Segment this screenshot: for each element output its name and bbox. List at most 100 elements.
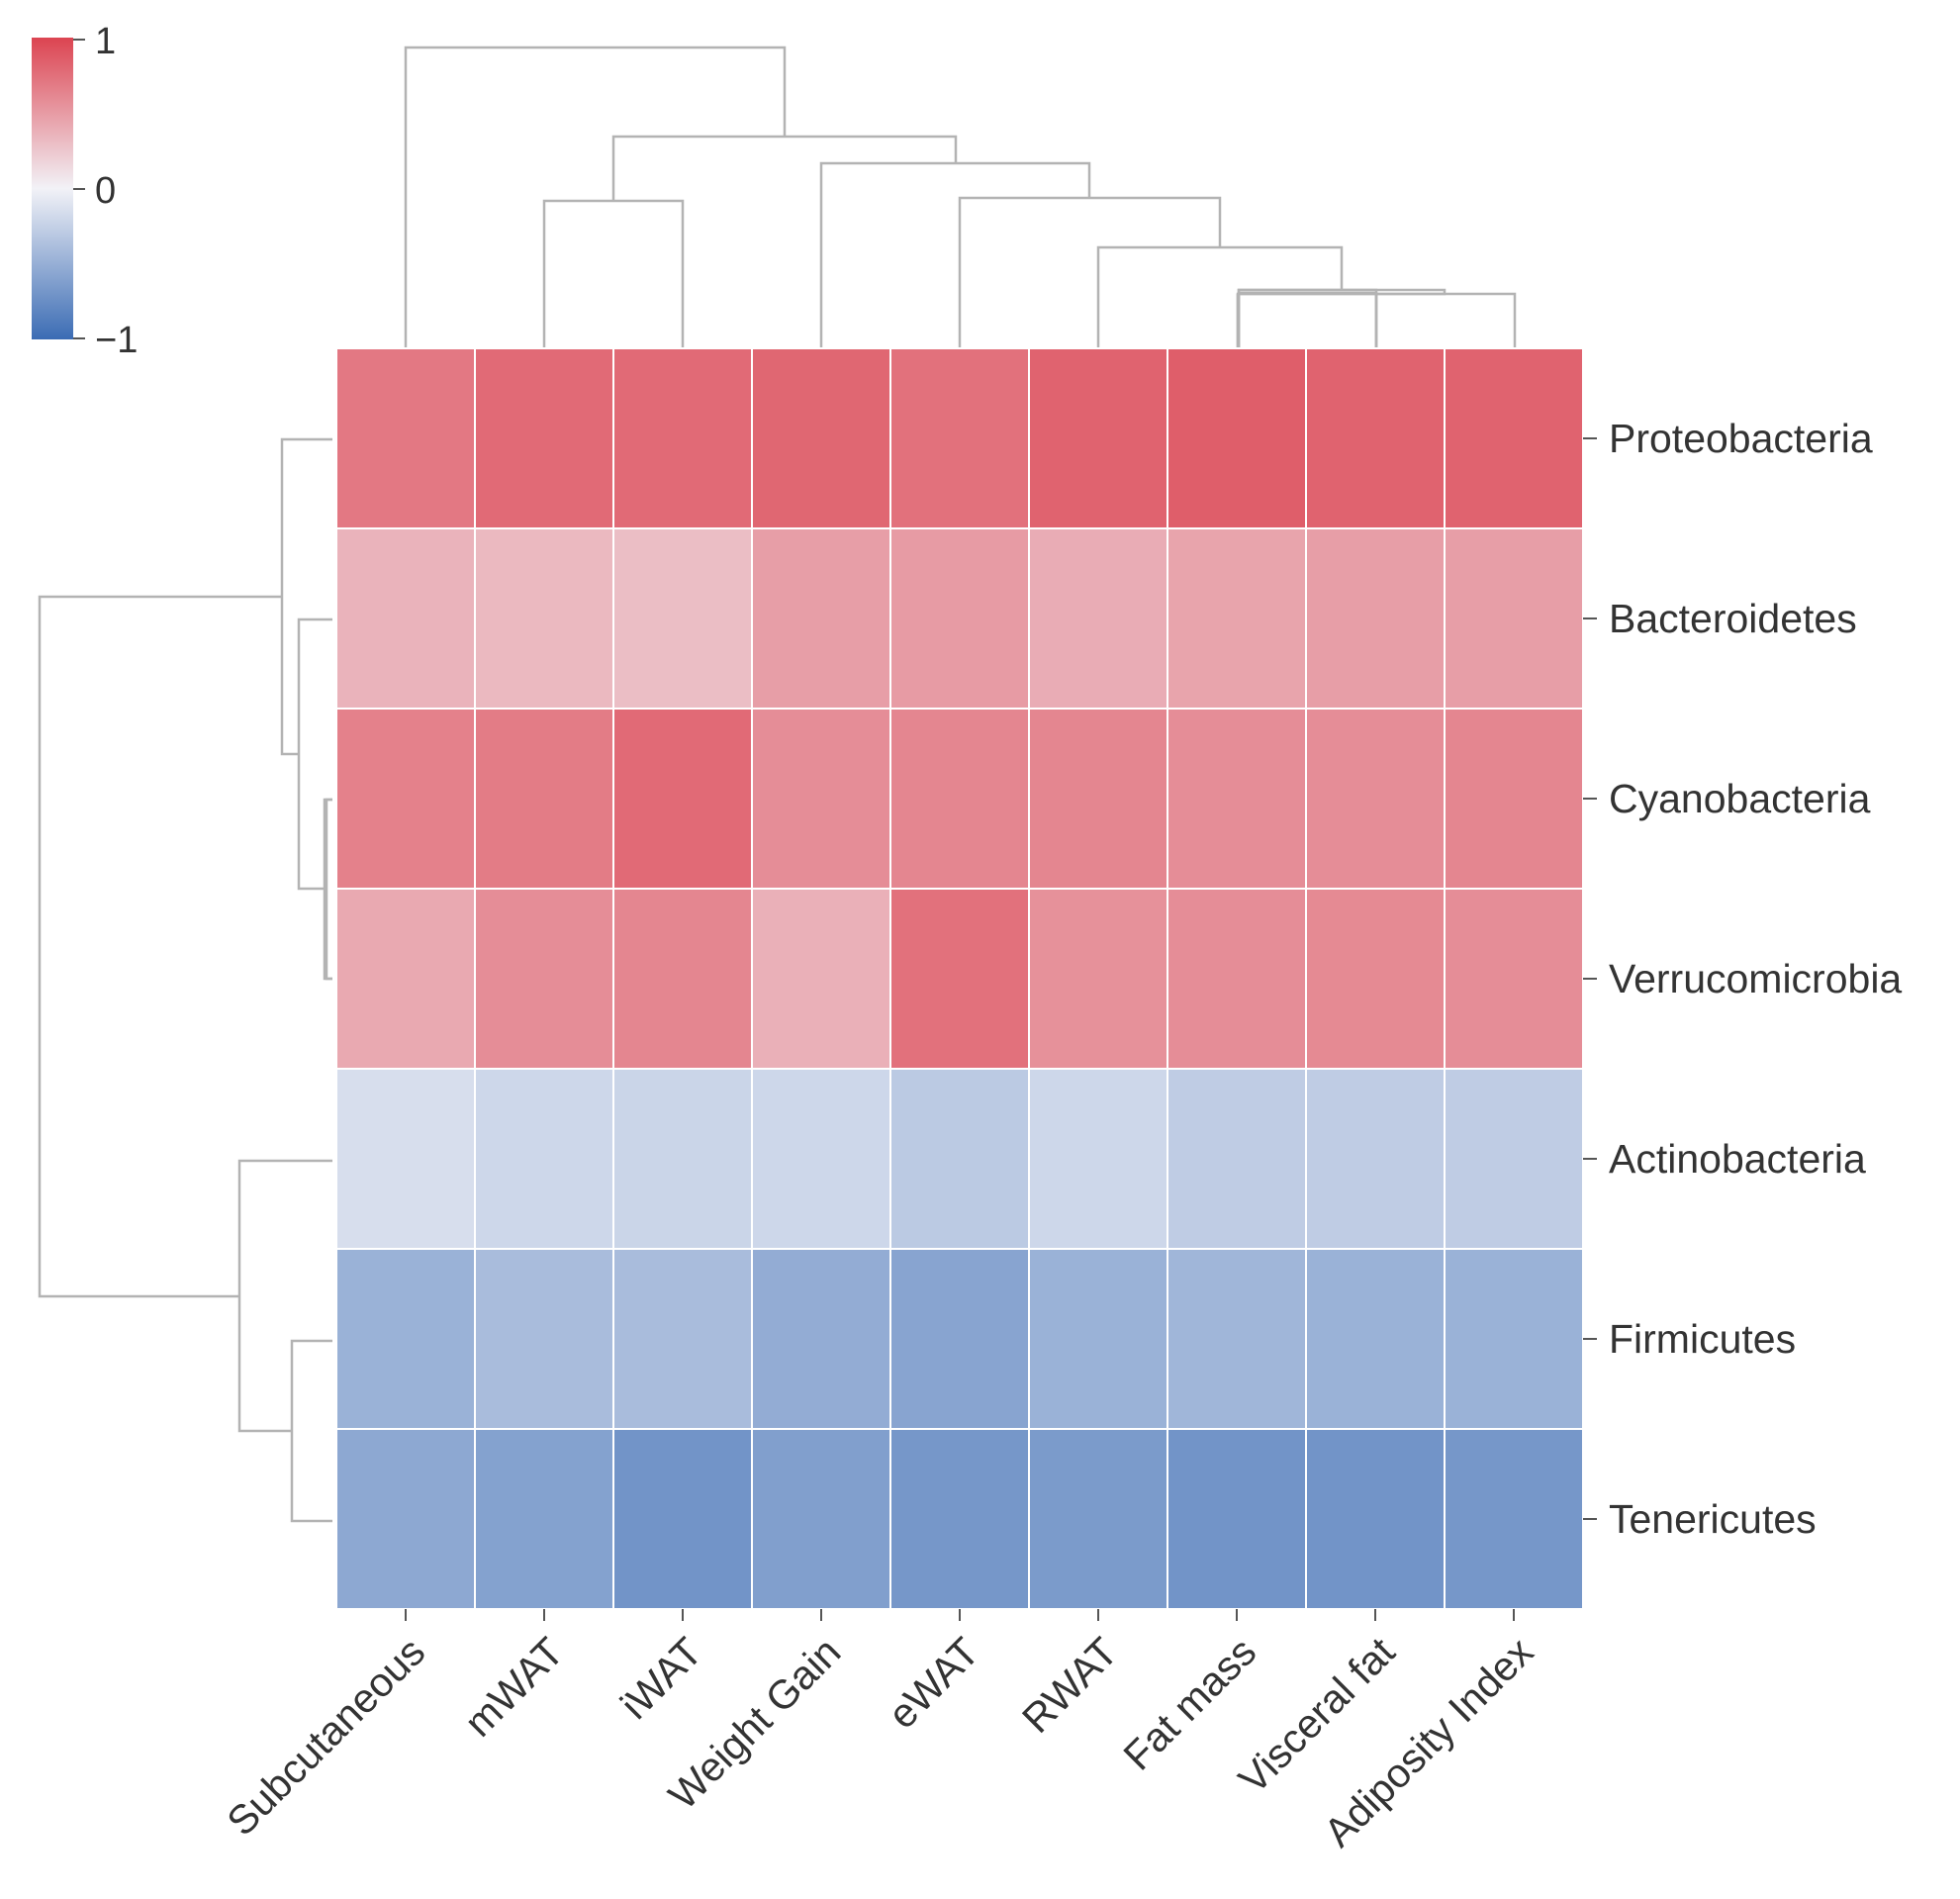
- column-dendrogram-link: [1237, 291, 1378, 348]
- row-labels: Proteobacteria Bacteroidetes Cyanobacteria…: [1583, 416, 1902, 1542]
- heatmap-cell: [1444, 1248, 1584, 1430]
- row-label: Cyanobacteria: [1609, 776, 1871, 821]
- heatmap-cell: [612, 708, 753, 890]
- row-dendrogram-link: [323, 798, 332, 981]
- row-dendrogram-link: [290, 1339, 332, 1523]
- heatmap-cell: [1167, 888, 1307, 1070]
- column-dendrogram-link: [1237, 288, 1447, 348]
- heatmap-cell: [889, 1068, 1030, 1250]
- row-label: Tenericutes: [1609, 1496, 1817, 1542]
- heatmap-cell: [1305, 1068, 1446, 1250]
- heatmap-cell: [612, 1068, 753, 1250]
- heatmap-cell: [1167, 1248, 1307, 1430]
- heatmap-cell: [1167, 347, 1307, 529]
- heatmap-cell: [1167, 708, 1307, 890]
- heatmap-cell: [612, 1248, 753, 1430]
- column-dendrogram-link: [1237, 288, 1378, 348]
- row-dendrogram: [38, 437, 332, 1523]
- heatmap-cell: [474, 708, 614, 890]
- heatmap-cell: [1028, 1248, 1168, 1430]
- column-dendrogram-link: [958, 196, 1222, 348]
- heatmap-cell: [612, 888, 753, 1070]
- row-label: Proteobacteria: [1609, 416, 1873, 461]
- row-label: Actinobacteria: [1609, 1136, 1866, 1182]
- heatmap-cell: [1028, 1428, 1168, 1610]
- row-label: Bacteroidetes: [1609, 596, 1857, 641]
- heatmap-cell: [751, 347, 891, 529]
- heatmap-cell: [1028, 708, 1168, 890]
- heatmap-cell: [474, 1068, 614, 1250]
- heatmap-cell: [1305, 1248, 1446, 1430]
- heatmap-cell: [889, 708, 1030, 890]
- colorbar: 1 0 −1: [32, 21, 138, 361]
- heatmap-cell: [612, 527, 753, 710]
- heatmap-cell: [889, 347, 1030, 529]
- heatmap-cell: [474, 1428, 614, 1610]
- column-dendrogram-link: [542, 199, 685, 348]
- heatmap-cell: [751, 1248, 891, 1430]
- heatmap-cell: [474, 347, 614, 529]
- heatmap-cell: [335, 347, 476, 529]
- column-dendrogram: [404, 46, 1517, 348]
- heatmap-cell: [1444, 888, 1584, 1070]
- heatmap-cell: [1167, 527, 1307, 710]
- heatmap-cell: [1028, 527, 1168, 710]
- column-label: eWAT: [880, 1629, 988, 1738]
- heatmap-cell: [889, 527, 1030, 710]
- heatmap-cell: [474, 1248, 614, 1430]
- heatmap-cell: [1444, 1068, 1584, 1250]
- row-label: Firmicutes: [1609, 1316, 1796, 1362]
- heatmap-cell: [1305, 708, 1446, 890]
- heatmap-cell: [1028, 347, 1168, 529]
- column-label: mWAT: [455, 1629, 572, 1746]
- heatmap-cell: [1028, 1068, 1168, 1250]
- row-dendrogram-link: [280, 437, 332, 756]
- column-dendrogram-link: [1236, 292, 1378, 348]
- heatmap-cell: [1167, 1068, 1307, 1250]
- heatmap-cell: [612, 1428, 753, 1610]
- heatmap-cell: [335, 888, 476, 1070]
- heatmap-cell: [889, 1248, 1030, 1430]
- column-dendrogram-link: [611, 135, 958, 201]
- heatmap-cell: [1444, 527, 1584, 710]
- column-dendrogram-link: [1096, 245, 1344, 348]
- heatmap-cell: [474, 527, 614, 710]
- heatmap-cell: [335, 708, 476, 890]
- heatmap-cells: [335, 347, 1584, 1610]
- heatmap-cell: [474, 888, 614, 1070]
- row-dendrogram-link: [237, 1159, 332, 1433]
- colorbar-label-max: 1: [95, 21, 116, 62]
- heatmap-cell: [1305, 1428, 1446, 1610]
- heatmap-cell: [335, 527, 476, 710]
- column-label: iWAT: [611, 1629, 710, 1728]
- heatmap-cell: [751, 1068, 891, 1250]
- heatmap-cell: [612, 347, 753, 529]
- column-dendrogram-link: [1374, 292, 1517, 348]
- heatmap-cell: [335, 1428, 476, 1610]
- column-label: RWAT: [1013, 1629, 1126, 1742]
- row-label: Verrucomicrobia: [1609, 956, 1902, 1001]
- heatmap-cell: [1028, 888, 1168, 1070]
- column-label: Subcutaneous: [218, 1629, 433, 1845]
- heatmap-cell: [889, 1428, 1030, 1610]
- heatmap-cell: [889, 888, 1030, 1070]
- heatmap-cell: [751, 1428, 891, 1610]
- heatmap-cell: [1444, 708, 1584, 890]
- heatmap-cell: [751, 888, 891, 1070]
- heatmap-cell: [1305, 527, 1446, 710]
- heatmap-cell: [751, 527, 891, 710]
- heatmap-cell: [335, 1068, 476, 1250]
- heatmap-cell: [1444, 1428, 1584, 1610]
- heatmap-cell: [751, 708, 891, 890]
- colorbar-label-min: −1: [95, 320, 138, 361]
- colorbar-gradient: [32, 38, 73, 339]
- column-dendrogram-link: [404, 46, 787, 348]
- row-dendrogram-link: [38, 595, 282, 1298]
- heatmap-cell: [335, 1248, 476, 1430]
- row-dendrogram-link: [325, 798, 332, 981]
- heatmap-cell: [1167, 1428, 1307, 1610]
- column-dendrogram-link: [819, 161, 1091, 348]
- heatmap-cell: [1305, 347, 1446, 529]
